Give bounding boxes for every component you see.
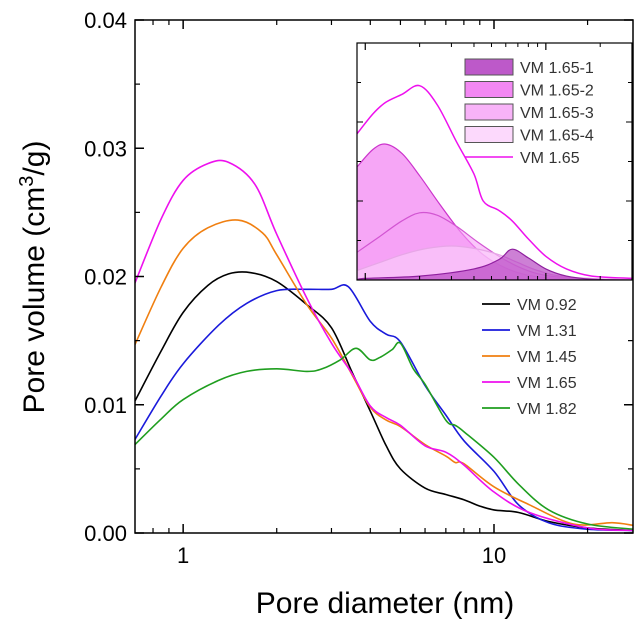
inset-legend-swatch bbox=[464, 103, 514, 121]
y-axis-title: Pore volume (cm3/g) bbox=[16, 141, 51, 414]
legend-label: VM 1.45 bbox=[517, 349, 577, 366]
main-series-group bbox=[135, 159, 633, 532]
inset-legend-item-vm-1-65-2: VM 1.65-2 bbox=[464, 81, 594, 100]
x-tick-label: 10 bbox=[482, 543, 506, 568]
legend-label: VM 1.82 bbox=[517, 401, 577, 418]
inset-legend-item-vm-1-65: VM 1.65 bbox=[465, 150, 580, 167]
x-tick-label: 1 bbox=[177, 543, 189, 568]
series-line-vm-1-65 bbox=[135, 159, 633, 532]
inset-legend-swatch bbox=[464, 126, 514, 143]
inset-area-vm-1-65-1 bbox=[357, 248, 632, 280]
legend-label: VM 1.65 bbox=[517, 375, 577, 392]
legend-item-vm-0-92: VM 0.92 bbox=[482, 297, 577, 314]
inset-line-vm-1-65 bbox=[357, 84, 632, 280]
inset-legend-label: VM 1.65-4 bbox=[520, 128, 594, 145]
y-tick-label: 0.02 bbox=[84, 265, 127, 290]
legend-item-vm-1-31: VM 1.31 bbox=[482, 323, 577, 340]
inset-axis-ticks bbox=[357, 43, 632, 280]
y-tick-label: 0.00 bbox=[84, 521, 127, 546]
inset-legend-item-vm-1-65-4: VM 1.65-4 bbox=[464, 126, 594, 145]
inset-legend-label: VM 1.65 bbox=[520, 150, 580, 167]
y-tick-label: 0.01 bbox=[84, 393, 127, 418]
y-axis-title-superscript: 3 bbox=[16, 176, 38, 187]
x-axis-title: Pore diameter (nm) bbox=[256, 587, 514, 620]
inset-legend-swatch bbox=[464, 81, 514, 98]
inset-legend-swatch bbox=[464, 58, 514, 76]
legend-item-vm-1-82: VM 1.82 bbox=[482, 401, 577, 418]
y-tick-label: 0.03 bbox=[84, 136, 127, 161]
legend-item-vm-1-45: VM 1.45 bbox=[482, 349, 577, 366]
main-legend: VM 0.92 VM 1.31 VM 1.45 VM 1.65 VM 1.82 bbox=[482, 297, 577, 418]
legend-label: VM 1.31 bbox=[517, 323, 577, 340]
inset-legend: VM 1.65-1 VM 1.65-2 VM 1.65-3 VM 1.65-4 VM 1… bbox=[464, 58, 594, 167]
inset-legend-label: VM 1.65-2 bbox=[520, 83, 594, 100]
legend-label: VM 0.92 bbox=[517, 297, 577, 314]
y-tick-label: 0.04 bbox=[84, 8, 127, 33]
y-axis-title-end: /g) bbox=[18, 141, 51, 176]
series-line-vm-0-92 bbox=[135, 271, 633, 532]
series-line-vm-1-82 bbox=[135, 341, 633, 530]
series-line-vm-1-31 bbox=[135, 284, 633, 532]
inset-legend-item-vm-1-65-3: VM 1.65-3 bbox=[464, 103, 594, 122]
inset-series-group bbox=[357, 84, 632, 280]
y-axis-title-main: Pore volume (cm bbox=[18, 187, 51, 414]
legend-item-vm-1-65: VM 1.65 bbox=[482, 375, 577, 392]
series-line-vm-1-45 bbox=[135, 219, 633, 527]
inset-legend-item-vm-1-65-1: VM 1.65-1 bbox=[464, 58, 594, 77]
inset-plot: VM 1.65-1 VM 1.65-2 VM 1.65-3 VM 1.65-4 VM 1… bbox=[356, 42, 633, 281]
inset-legend-label: VM 1.65-1 bbox=[520, 60, 594, 77]
inset-legend-label: VM 1.65-3 bbox=[520, 105, 594, 122]
